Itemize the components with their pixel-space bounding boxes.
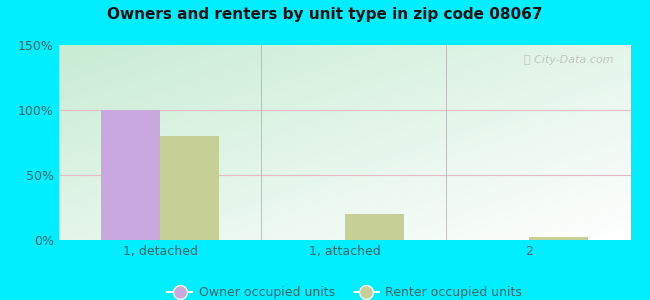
Legend: Owner occupied units, Renter occupied units: Owner occupied units, Renter occupied un…	[162, 281, 526, 300]
Text: ⓘ City-Data.com: ⓘ City-Data.com	[524, 55, 614, 65]
Bar	[529, 237, 588, 240]
Bar	[160, 136, 219, 240]
Bar	[101, 110, 160, 240]
Text: Owners and renters by unit type in zip code 08067: Owners and renters by unit type in zip c…	[107, 8, 543, 22]
Bar	[344, 214, 404, 240]
